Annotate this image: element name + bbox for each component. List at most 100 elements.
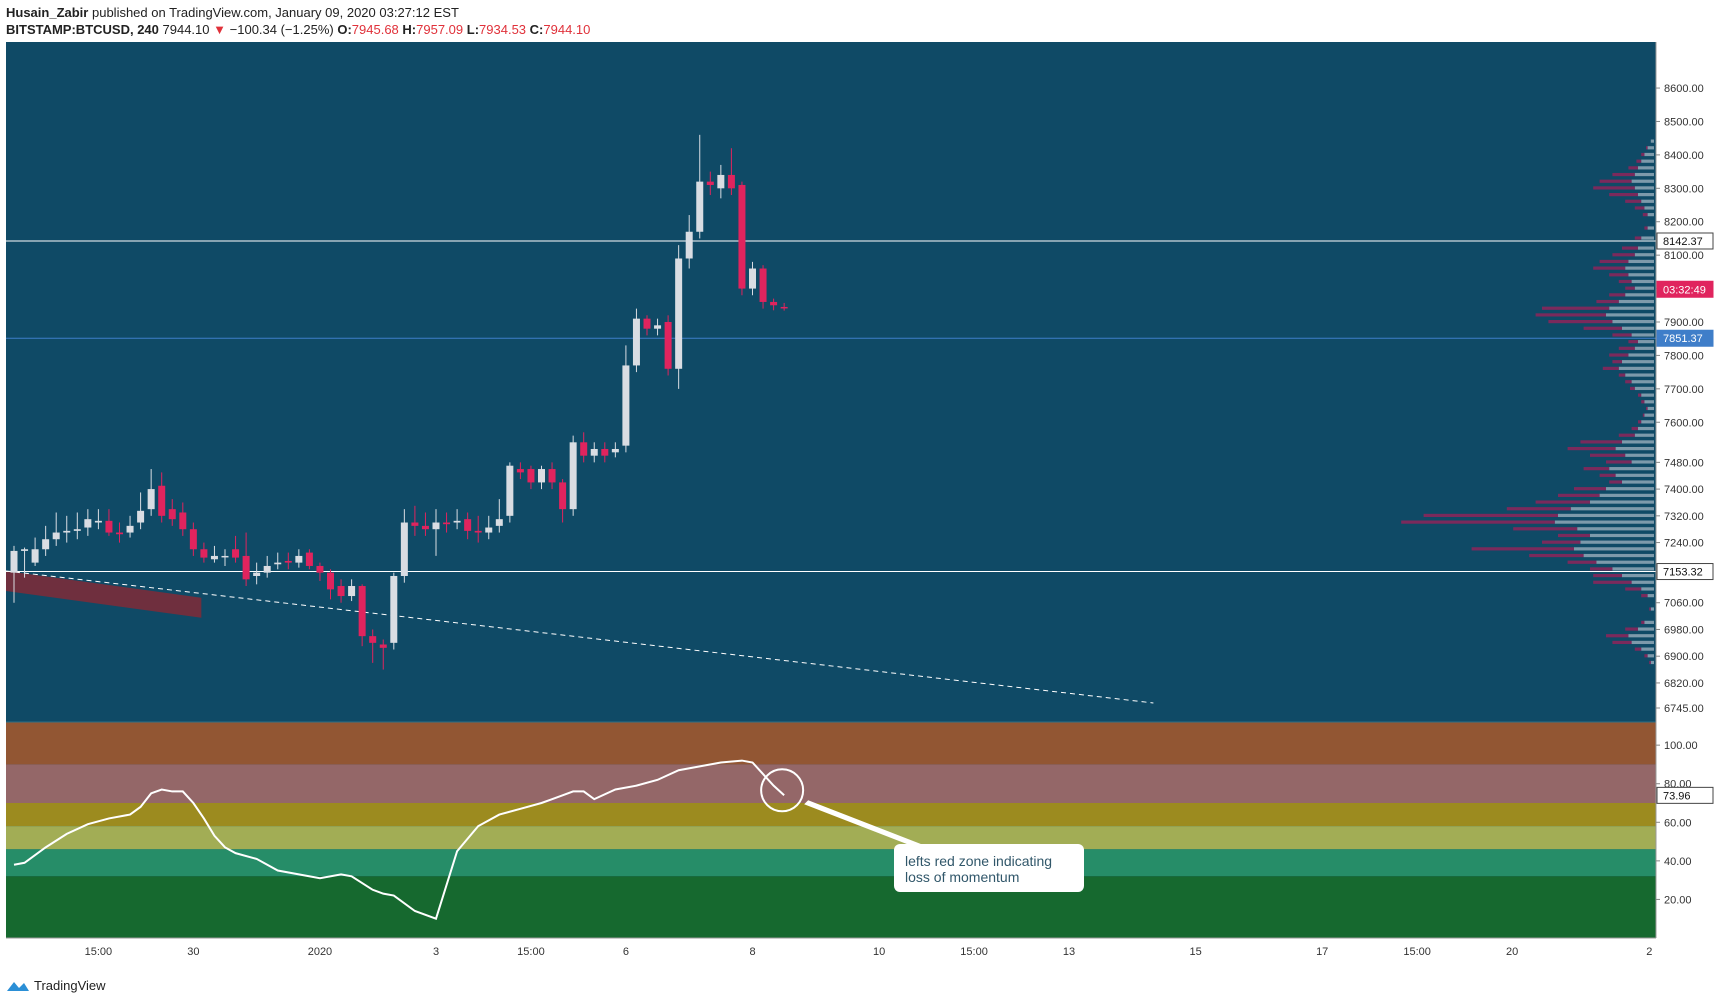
candle[interactable] (548, 462, 556, 490)
candle[interactable] (200, 542, 208, 563)
candle[interactable] (305, 549, 313, 570)
volume-profile-up-bar (1615, 473, 1654, 477)
volume-profile-up-bar (1631, 333, 1654, 337)
candle[interactable] (538, 465, 545, 490)
oscillator-line (13, 759, 785, 921)
candle[interactable] (31, 537, 39, 566)
candle-body (179, 512, 187, 530)
volume-profile-down-bar (1638, 420, 1642, 424)
candle[interactable] (348, 579, 356, 602)
trendline[interactable] (5, 570, 1154, 704)
candle[interactable] (189, 522, 197, 556)
candle[interactable] (432, 509, 440, 556)
candle[interactable] (274, 552, 282, 570)
candle[interactable] (453, 509, 461, 530)
candle-body (263, 565, 271, 573)
volume-profile-down-bar (1625, 199, 1642, 203)
candle[interactable] (10, 545, 18, 603)
candle[interactable] (706, 171, 714, 195)
candle[interactable] (780, 302, 788, 311)
candle[interactable] (632, 308, 640, 373)
candle-body (538, 469, 545, 483)
candle[interactable] (358, 584, 366, 647)
candle[interactable] (516, 462, 524, 480)
candle[interactable] (527, 465, 535, 490)
candle[interactable] (601, 442, 609, 463)
candle[interactable] (137, 492, 145, 530)
price-pane[interactable] (6, 42, 1656, 722)
candle[interactable] (94, 509, 102, 530)
candle[interactable] (390, 572, 398, 650)
candle[interactable] (221, 549, 229, 566)
candle[interactable] (421, 512, 429, 536)
candle[interactable] (284, 552, 292, 570)
candle[interactable] (411, 505, 419, 536)
candle[interactable] (643, 315, 651, 336)
candle[interactable] (569, 435, 577, 516)
candle[interactable] (327, 569, 334, 600)
candle[interactable] (316, 562, 324, 582)
candle[interactable] (147, 469, 155, 516)
candle[interactable] (63, 515, 71, 543)
candle[interactable] (295, 549, 303, 568)
candle[interactable] (52, 512, 60, 546)
candle[interactable] (559, 479, 567, 523)
price-tick-label: 7480.00 (1664, 457, 1704, 469)
time-tick-label: 30 (187, 946, 199, 958)
candle[interactable] (158, 472, 166, 523)
down-arrow-icon: ▼ (213, 22, 227, 37)
candle[interactable] (485, 515, 493, 540)
candle[interactable] (685, 215, 693, 269)
candle[interactable] (580, 432, 588, 463)
symbol-label[interactable]: BITSTAMP:BTCUSD, 240 (6, 22, 159, 37)
candle[interactable] (464, 512, 472, 540)
candle-body (94, 520, 102, 523)
candle[interactable] (337, 579, 345, 603)
candle[interactable] (253, 562, 261, 585)
high-label: H: (402, 22, 417, 37)
candle[interactable] (105, 509, 113, 536)
candle[interactable] (611, 442, 619, 458)
candle[interactable] (770, 298, 778, 311)
candle[interactable] (73, 512, 81, 540)
candle[interactable] (369, 629, 377, 663)
volume-profile-down-bar (1535, 313, 1606, 317)
candle[interactable] (622, 345, 630, 453)
footer-brand[interactable]: TradingView (34, 978, 106, 993)
candle[interactable] (664, 315, 672, 376)
candle[interactable] (727, 148, 735, 195)
time-axis[interactable] (6, 938, 1656, 964)
candle[interactable] (675, 245, 683, 389)
candle[interactable] (84, 509, 92, 536)
candle[interactable] (232, 535, 240, 563)
candle[interactable] (474, 515, 482, 543)
author-name[interactable]: Husain_Zabir (6, 5, 89, 20)
candle[interactable] (242, 532, 250, 587)
candle[interactable] (21, 547, 29, 578)
candle-body (432, 522, 440, 530)
candle[interactable] (116, 522, 123, 543)
candle[interactable] (738, 181, 746, 296)
candle[interactable] (696, 134, 704, 239)
candle[interactable] (42, 525, 50, 556)
candle[interactable] (717, 164, 725, 199)
candle[interactable] (506, 462, 514, 523)
price-tick-label: 7240.00 (1664, 538, 1704, 550)
candle[interactable] (495, 499, 503, 533)
volume-profile-up-bar (1647, 406, 1654, 411)
candle[interactable] (443, 512, 451, 533)
candle[interactable] (263, 555, 271, 578)
candle[interactable] (126, 515, 134, 538)
candle[interactable] (168, 499, 176, 526)
candle[interactable] (759, 265, 767, 309)
candle[interactable] (654, 318, 662, 336)
candle[interactable] (179, 502, 187, 536)
candle[interactable] (749, 261, 756, 296)
annotation-callout[interactable]: lefts red zone indicating loss of moment… (760, 768, 1084, 892)
candle[interactable] (590, 442, 598, 463)
candle[interactable] (400, 509, 408, 583)
candle[interactable] (210, 545, 218, 563)
candle[interactable] (379, 639, 387, 670)
open-label: O: (337, 22, 352, 37)
